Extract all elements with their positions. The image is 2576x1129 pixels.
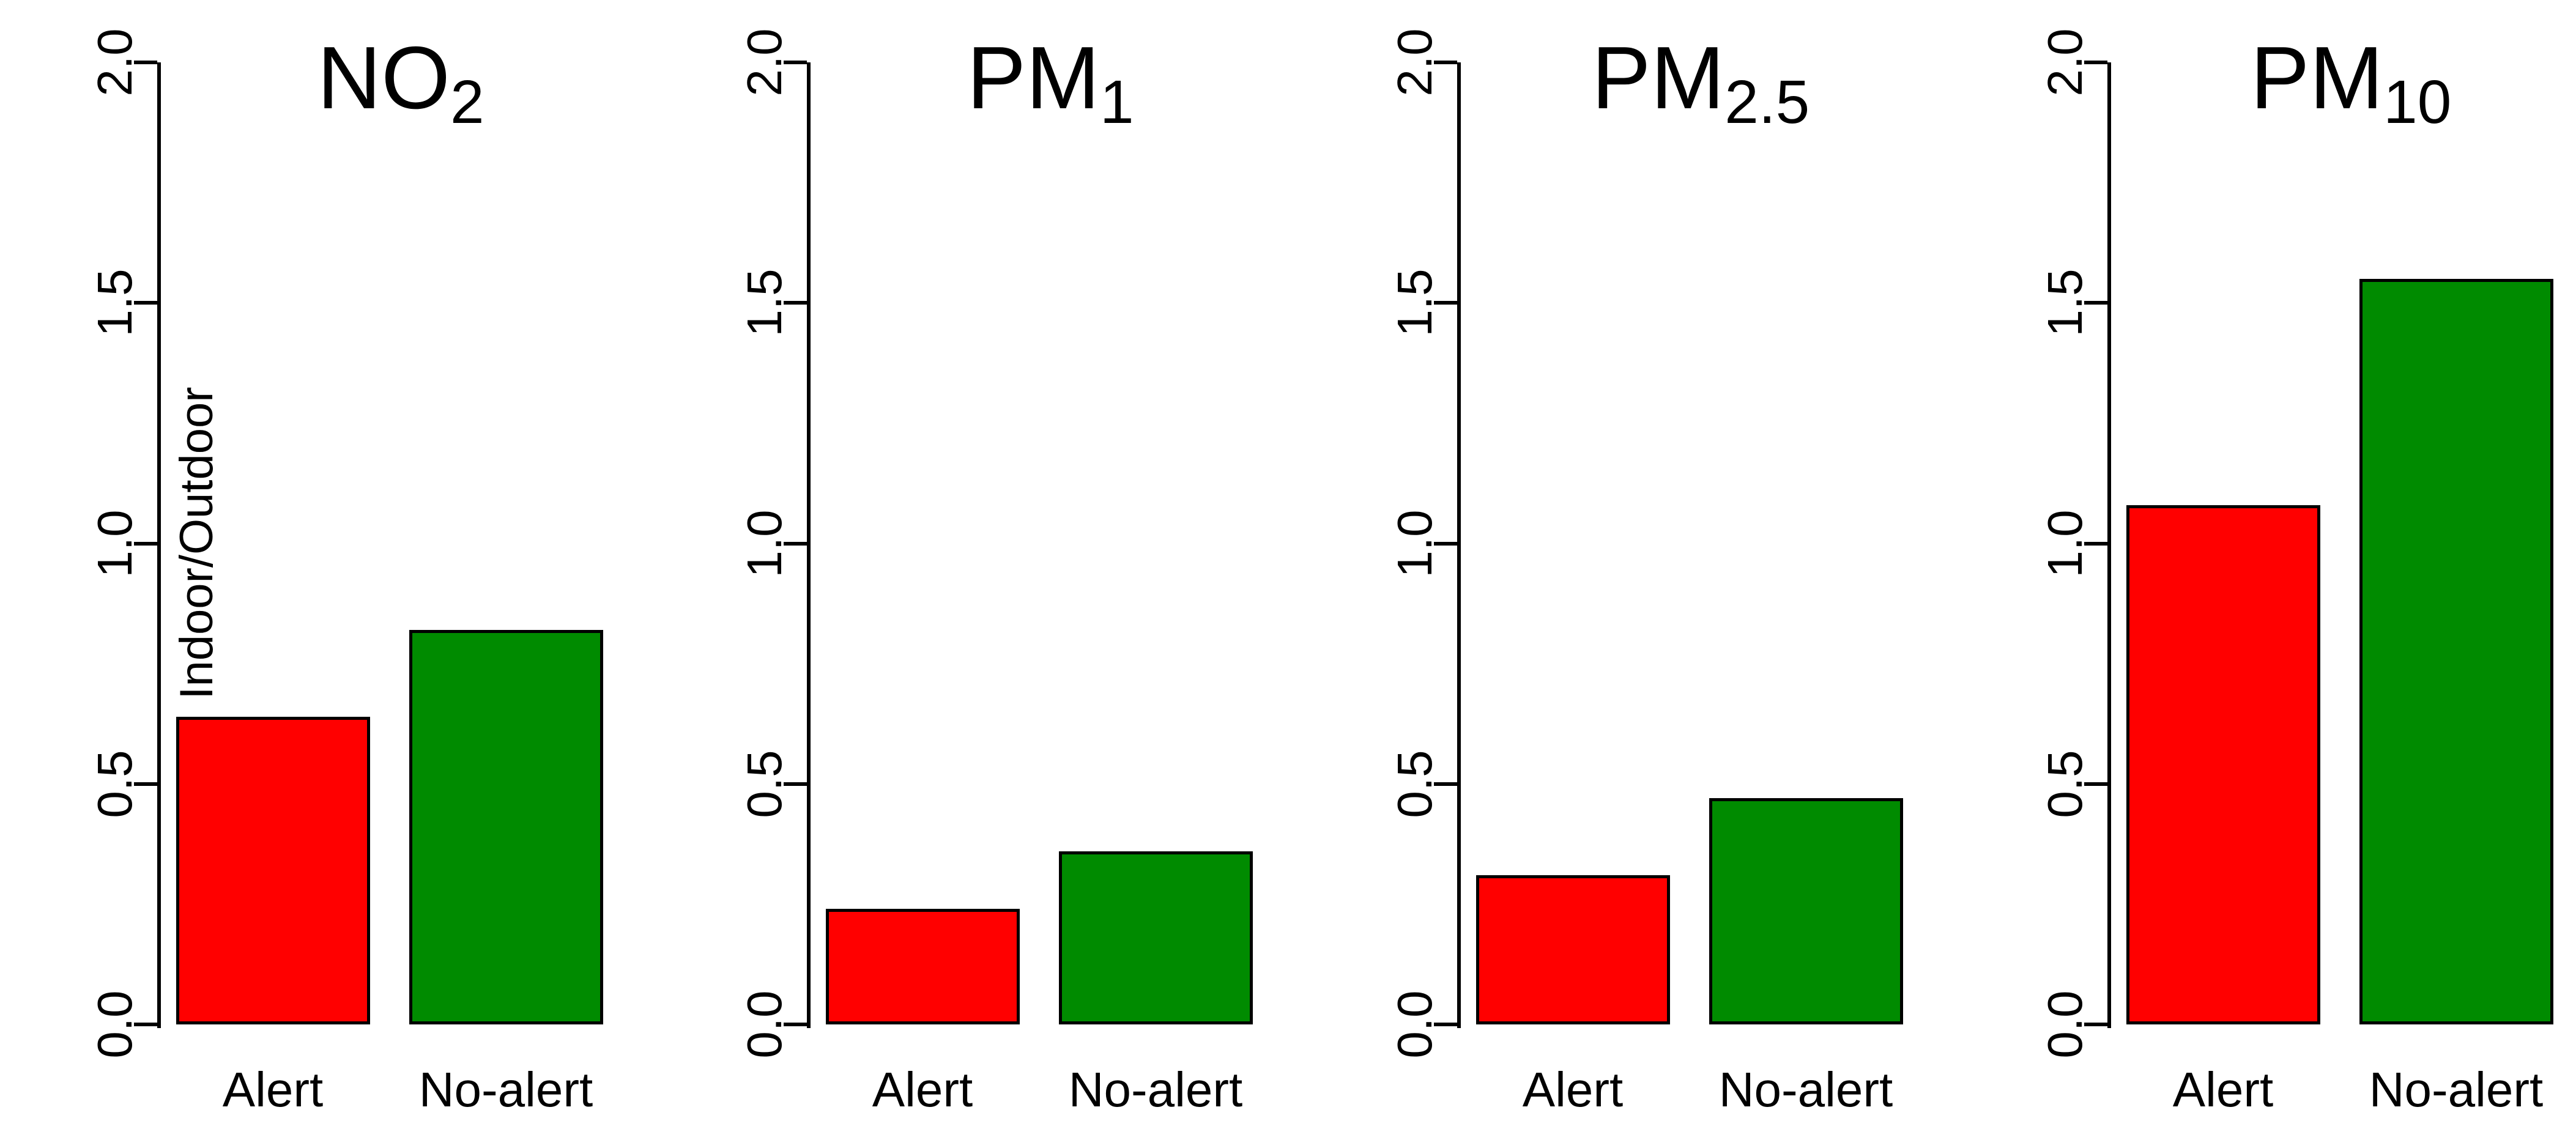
- y-tick-label: 1.0: [1387, 509, 1442, 578]
- bar-no-alert-pm10: [2359, 279, 2553, 1024]
- y-tick-label: 0.5: [1387, 750, 1442, 818]
- y-tick-label: 2.0: [87, 28, 142, 97]
- y-tick-label: 1.5: [737, 268, 792, 337]
- y-tick-mark: [134, 541, 157, 546]
- y-tick-mark: [1434, 541, 1457, 546]
- y-tick-label: 2.0: [1387, 28, 1442, 97]
- bar-alert-pm10: [2126, 505, 2320, 1024]
- panel-title-pm10: PM10: [2251, 34, 2452, 133]
- bar-alert-no2: [176, 717, 370, 1024]
- y-tick-mark: [1434, 61, 1457, 64]
- y-tick-mark: [784, 782, 807, 786]
- y-tick-label: 0.0: [737, 990, 792, 1059]
- bar-no-alert-no2: [409, 630, 603, 1024]
- bar-alert-pm1: [826, 909, 1020, 1024]
- y-tick-label: 1.5: [87, 268, 142, 337]
- bar-no-alert-pm1: [1059, 851, 1253, 1024]
- panel-title-main: PM: [967, 28, 1100, 127]
- y-axis-line: [807, 62, 811, 1028]
- y-tick-mark: [134, 61, 157, 64]
- y-tick-label: 0.5: [2038, 750, 2092, 818]
- y-tick-label: 0.5: [87, 750, 142, 818]
- x-category-label-alert: Alert: [2172, 1062, 2274, 1117]
- y-tick-label: 0.5: [737, 750, 792, 818]
- y-tick-mark: [1434, 1023, 1457, 1026]
- bar-alert-pm25: [1476, 875, 1670, 1024]
- x-category-label-alert: Alert: [872, 1062, 973, 1117]
- bar-no-alert-pm25: [1709, 798, 1903, 1024]
- x-category-label-no-alert: No-alert: [1068, 1062, 1243, 1117]
- panel-title-subscript: 2.5: [1724, 68, 1810, 136]
- y-tick-mark: [784, 301, 807, 305]
- y-tick-mark: [2084, 541, 2107, 546]
- y-tick-mark: [134, 301, 157, 305]
- y-tick-label: 1.0: [2038, 509, 2092, 578]
- panel-title-pm1: PM1: [967, 34, 1134, 133]
- panel-title-subscript: 1: [1099, 68, 1134, 136]
- y-tick-label: 2.0: [2038, 28, 2092, 97]
- y-tick-label: 2.0: [737, 28, 792, 97]
- y-axis-title: Indoor/Outdoor: [171, 387, 223, 700]
- panel-title-pm25: PM2.5: [1592, 34, 1810, 133]
- panel-title-subscript: 2: [450, 68, 484, 136]
- y-tick-label: 1.0: [87, 509, 142, 578]
- y-axis-line: [157, 62, 161, 1028]
- y-tick-label: 0.0: [2038, 990, 2092, 1059]
- y-tick-mark: [784, 1023, 807, 1026]
- y-tick-mark: [1434, 782, 1457, 786]
- x-category-label-alert: Alert: [1522, 1062, 1624, 1117]
- y-axis-line: [1457, 62, 1461, 1028]
- panel-title-subscript: 10: [2383, 68, 2452, 136]
- y-tick-mark: [134, 782, 157, 786]
- panel-title-no2: NO2: [317, 34, 484, 133]
- y-tick-mark: [134, 1023, 157, 1026]
- y-axis-line: [2107, 62, 2111, 1028]
- y-tick-mark: [2084, 1023, 2107, 1026]
- y-tick-label: 0.0: [1387, 990, 1442, 1059]
- y-tick-mark: [2084, 61, 2107, 64]
- panel-title-main: NO: [317, 28, 450, 127]
- y-tick-mark: [2084, 782, 2107, 786]
- panel-title-main: PM: [2250, 28, 2384, 127]
- y-tick-mark: [784, 61, 807, 64]
- panel-title-main: PM: [1591, 28, 1725, 127]
- x-category-label-no-alert: No-alert: [418, 1062, 593, 1117]
- y-tick-mark: [1434, 301, 1457, 305]
- x-category-label-alert: Alert: [222, 1062, 324, 1117]
- x-category-label-no-alert: No-alert: [1718, 1062, 1893, 1117]
- y-tick-mark: [2084, 301, 2107, 305]
- y-tick-mark: [784, 541, 807, 546]
- y-tick-label: 1.5: [2038, 268, 2092, 337]
- x-category-label-no-alert: No-alert: [2369, 1062, 2544, 1117]
- y-tick-label: 1.5: [1387, 268, 1442, 337]
- y-tick-label: 0.0: [87, 990, 142, 1059]
- y-tick-label: 1.0: [737, 509, 792, 578]
